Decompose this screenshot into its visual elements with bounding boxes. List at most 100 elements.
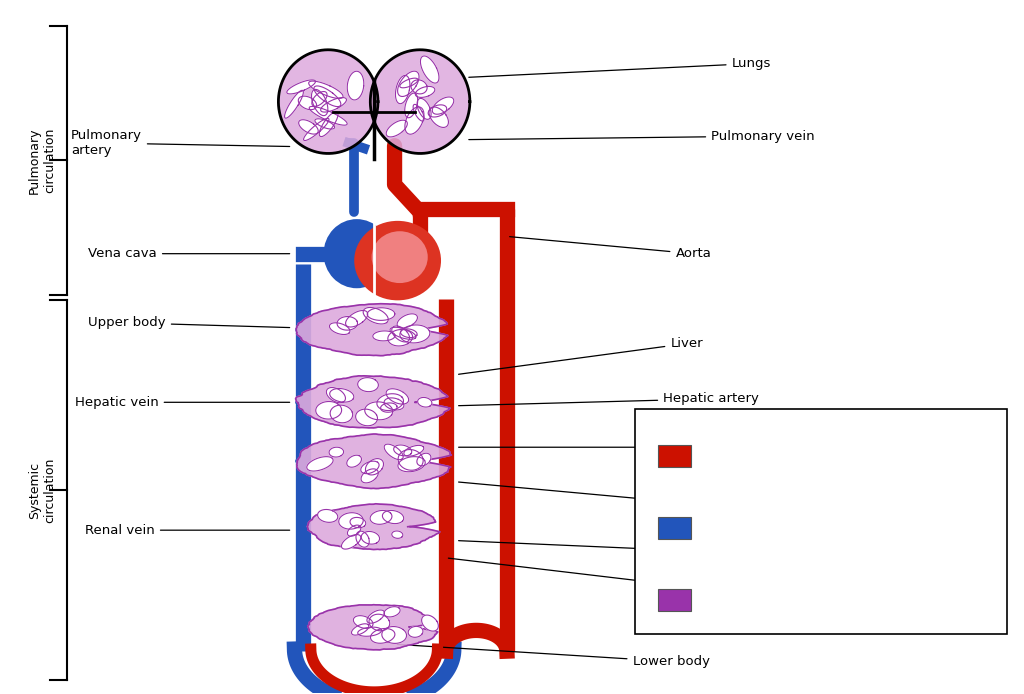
Text: Stomach,
intestines: Stomach, intestines	[459, 482, 715, 516]
Text: Hepatic portal vein: Hepatic portal vein	[459, 441, 777, 454]
Text: Vessels transporting
oxygenated blood: Vessels transporting oxygenated blood	[703, 442, 824, 471]
Polygon shape	[355, 409, 378, 425]
FancyBboxPatch shape	[658, 589, 691, 611]
Polygon shape	[392, 531, 402, 539]
Ellipse shape	[354, 221, 441, 301]
Polygon shape	[321, 98, 346, 112]
Polygon shape	[347, 525, 360, 536]
Polygon shape	[395, 76, 410, 103]
Polygon shape	[297, 434, 452, 489]
Polygon shape	[353, 616, 373, 628]
Polygon shape	[330, 323, 350, 335]
Ellipse shape	[324, 219, 390, 288]
Polygon shape	[386, 120, 408, 137]
Polygon shape	[382, 511, 403, 523]
Polygon shape	[311, 90, 328, 116]
Text: Liver: Liver	[459, 337, 702, 374]
Polygon shape	[411, 80, 427, 94]
Polygon shape	[307, 504, 440, 550]
Polygon shape	[416, 87, 435, 97]
Polygon shape	[421, 56, 439, 83]
Text: Pulmonary
circulation: Pulmonary circulation	[29, 127, 56, 194]
Polygon shape	[371, 50, 470, 153]
FancyBboxPatch shape	[658, 517, 691, 539]
Text: Systemic
circulation: Systemic circulation	[29, 457, 56, 523]
Polygon shape	[315, 119, 335, 129]
Polygon shape	[400, 329, 417, 337]
Polygon shape	[361, 469, 378, 483]
Polygon shape	[330, 405, 352, 423]
Polygon shape	[356, 531, 370, 547]
Polygon shape	[413, 104, 424, 121]
Polygon shape	[399, 78, 418, 88]
Text: Lower body: Lower body	[397, 645, 710, 668]
Polygon shape	[384, 398, 403, 410]
Polygon shape	[314, 86, 341, 107]
Polygon shape	[397, 71, 419, 96]
Polygon shape	[350, 518, 366, 527]
Text: Upper body: Upper body	[88, 316, 290, 330]
Polygon shape	[366, 459, 384, 475]
Polygon shape	[341, 534, 360, 549]
Polygon shape	[365, 402, 392, 420]
Polygon shape	[371, 629, 395, 643]
Polygon shape	[432, 97, 454, 115]
Polygon shape	[339, 513, 364, 529]
Polygon shape	[422, 615, 438, 631]
Text: Vena cava: Vena cava	[88, 247, 290, 260]
Text: Vessels involved in
gas excange: Vessels involved in gas excange	[703, 586, 816, 614]
Polygon shape	[384, 607, 400, 617]
Polygon shape	[279, 50, 378, 153]
Polygon shape	[369, 614, 390, 631]
Polygon shape	[357, 627, 382, 636]
Text: Vessels transporting
deoxygenated blood: Vessels transporting deoxygenated blood	[703, 514, 825, 542]
Polygon shape	[382, 627, 407, 643]
Polygon shape	[312, 92, 327, 106]
Polygon shape	[296, 376, 451, 428]
Polygon shape	[307, 604, 438, 650]
Polygon shape	[377, 393, 403, 411]
Polygon shape	[388, 330, 413, 346]
Polygon shape	[285, 90, 303, 118]
Polygon shape	[345, 310, 368, 327]
Text: Kidneys: Kidneys	[449, 558, 706, 592]
Polygon shape	[296, 304, 449, 356]
Polygon shape	[330, 389, 354, 402]
Polygon shape	[392, 326, 410, 342]
Polygon shape	[417, 453, 431, 466]
Polygon shape	[404, 107, 424, 134]
Polygon shape	[368, 307, 395, 321]
Polygon shape	[364, 307, 388, 324]
Polygon shape	[403, 446, 424, 456]
Polygon shape	[351, 624, 369, 635]
Polygon shape	[409, 627, 423, 637]
FancyBboxPatch shape	[658, 445, 691, 467]
Polygon shape	[357, 378, 379, 391]
Polygon shape	[418, 398, 432, 407]
Polygon shape	[429, 107, 449, 128]
Polygon shape	[329, 447, 344, 457]
Polygon shape	[315, 402, 342, 419]
Polygon shape	[397, 314, 418, 328]
Polygon shape	[428, 105, 446, 117]
Polygon shape	[398, 457, 425, 472]
Polygon shape	[417, 99, 431, 119]
Polygon shape	[370, 511, 392, 524]
Text: Renal artery: Renal artery	[459, 541, 735, 557]
Ellipse shape	[372, 231, 428, 283]
Polygon shape	[308, 81, 343, 99]
Polygon shape	[399, 325, 430, 343]
Polygon shape	[347, 71, 364, 100]
Polygon shape	[298, 96, 316, 110]
Text: Renal vein: Renal vein	[85, 524, 290, 536]
Polygon shape	[337, 316, 357, 330]
Polygon shape	[390, 328, 416, 339]
Polygon shape	[299, 119, 318, 134]
FancyBboxPatch shape	[635, 409, 1008, 634]
Polygon shape	[398, 450, 423, 471]
Polygon shape	[381, 403, 397, 412]
Polygon shape	[361, 532, 380, 544]
Polygon shape	[360, 462, 379, 473]
Polygon shape	[373, 331, 395, 341]
Polygon shape	[303, 119, 329, 141]
